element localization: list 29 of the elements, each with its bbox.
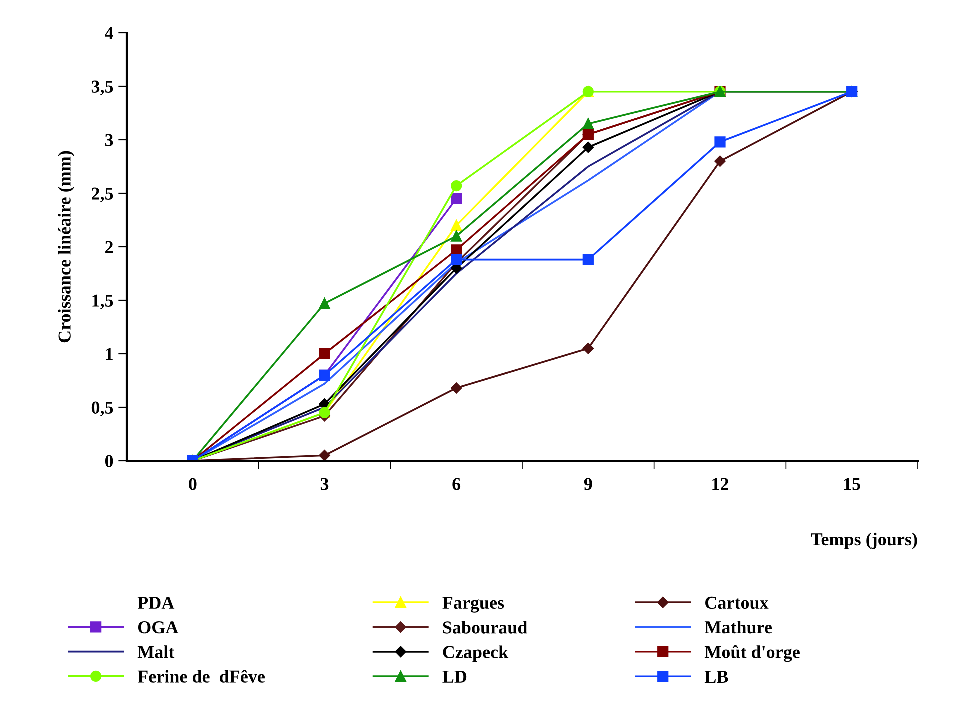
legend-label: Malt bbox=[138, 646, 175, 658]
legend-label: OGA bbox=[138, 622, 179, 634]
x-tick-label: 9 bbox=[584, 478, 592, 490]
legend-label: Sabouraud bbox=[443, 621, 528, 634]
x-tick-label: 6 bbox=[452, 478, 461, 490]
y-tick-label: 4 bbox=[105, 27, 114, 40]
y-tick-label: 3,5 bbox=[92, 80, 114, 96]
x-tick-label: 12 bbox=[712, 478, 728, 490]
y-tick-label: 0 bbox=[105, 455, 114, 468]
legend-label: Moût d'orge bbox=[704, 645, 800, 662]
y-axis-title: Croissance linéaire (mm) bbox=[58, 151, 75, 343]
legend-label: Mathure bbox=[704, 620, 772, 634]
legend-label: LB bbox=[704, 671, 728, 684]
y-tick-label: 2 bbox=[106, 241, 114, 254]
x-tick-label: 0 bbox=[189, 478, 197, 490]
y-tick-label: 2,5 bbox=[92, 188, 114, 203]
x-axis-title: Temps (jours) bbox=[811, 532, 918, 550]
legend-label: Ferine de dFêve bbox=[138, 670, 265, 683]
y-tick-label: 1 bbox=[106, 348, 113, 360]
text: PDA bbox=[138, 596, 175, 609]
x-tick-label: 3 bbox=[320, 478, 329, 490]
legend-label: LD bbox=[442, 671, 467, 683]
legend-label: Cartoux bbox=[706, 596, 769, 610]
y-tick-label: 0,5 bbox=[92, 402, 114, 417]
y-tick-label: 3 bbox=[105, 134, 114, 146]
legend-label: Czapeck bbox=[443, 646, 509, 662]
x-tick-label: 15 bbox=[844, 478, 860, 490]
legend-label: Fargues bbox=[442, 597, 504, 613]
y-tick-label: 1,5 bbox=[92, 294, 114, 310]
